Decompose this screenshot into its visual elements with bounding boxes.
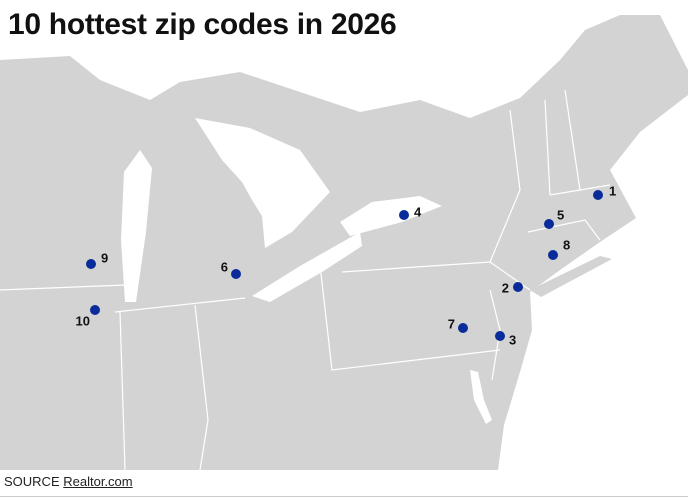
marker-label: 6	[221, 259, 228, 274]
marker	[593, 190, 603, 200]
marker-label: 4	[414, 204, 422, 219]
state-border	[194, 304, 209, 470]
state-border	[564, 89, 581, 191]
marker-label: 7	[448, 316, 455, 331]
state-border	[489, 289, 501, 381]
source: SOURCE Realtor.com	[4, 474, 133, 489]
marker-label: 9	[101, 250, 108, 265]
chesapeake	[470, 370, 492, 424]
lake-michigan	[121, 150, 152, 302]
ocean	[502, 225, 688, 470]
lake-erie	[252, 232, 362, 302]
state-border	[319, 264, 501, 371]
marker	[90, 305, 100, 315]
marker-label: 3	[509, 332, 516, 347]
lake-ontario	[340, 196, 442, 236]
marker	[458, 323, 468, 333]
marker	[548, 250, 558, 260]
title: 10 hottest zip codes in 2026	[8, 8, 397, 41]
marker	[86, 259, 96, 269]
marker-label: 10	[76, 313, 90, 328]
marker-label: 8	[563, 237, 570, 252]
state-border	[489, 109, 521, 263]
marker	[513, 282, 523, 292]
marker	[399, 210, 409, 220]
long-island	[530, 256, 612, 297]
lake-huron	[195, 118, 330, 248]
markers: 1 2 3 4 5 6 7 8 9 10	[76, 183, 617, 347]
source-link[interactable]: Realtor.com	[63, 474, 133, 489]
state-border	[119, 311, 126, 470]
state-border	[114, 297, 246, 313]
map: 1 2 3 4 5 6 7 8 9 10	[0, 15, 688, 470]
marker-label: 5	[557, 207, 564, 222]
state-border	[544, 99, 551, 196]
state-border	[0, 284, 126, 291]
marker-label: 1	[609, 183, 616, 198]
marker	[544, 219, 554, 229]
divider	[0, 496, 688, 497]
marker	[231, 269, 241, 279]
source-prefix: SOURCE	[4, 474, 60, 489]
marker-label: 2	[502, 280, 509, 295]
marker	[495, 331, 505, 341]
